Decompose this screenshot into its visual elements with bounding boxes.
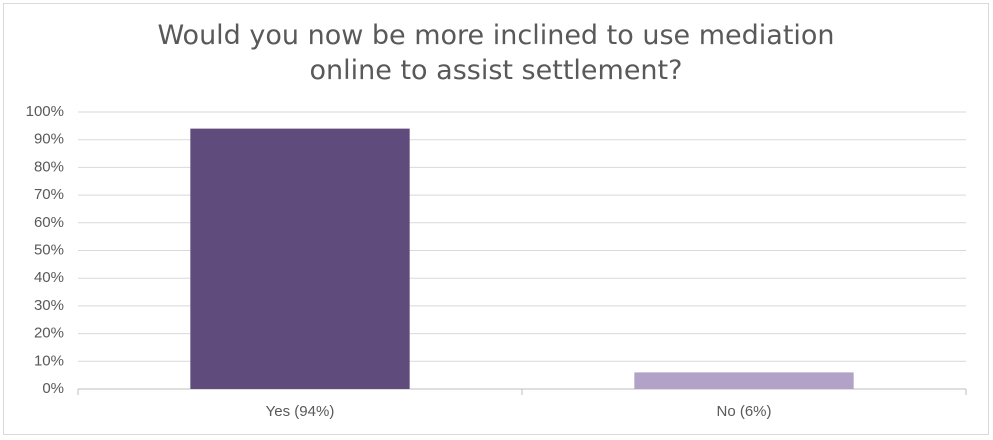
y-tick-label: 100% — [26, 103, 64, 120]
y-tick-label: 80% — [34, 158, 64, 175]
x-tick-label: No (6%) — [716, 403, 771, 420]
bar — [190, 128, 410, 389]
y-tick-label: 10% — [34, 352, 64, 369]
y-tick-label: 20% — [34, 325, 64, 342]
y-tick-label: 90% — [34, 131, 64, 148]
x-tick-label: Yes (94%) — [266, 403, 335, 420]
bar — [634, 372, 854, 389]
chart-title: Would you now be more inclined to use me… — [157, 20, 835, 86]
y-tick-label: 0% — [42, 380, 64, 397]
y-tick-label: 50% — [34, 241, 64, 258]
y-tick-label: 40% — [34, 269, 64, 286]
y-tick-label: 30% — [34, 297, 64, 314]
chart-border — [3, 3, 989, 435]
y-tick-label: 70% — [34, 186, 64, 203]
y-tick-label: 60% — [34, 214, 64, 231]
